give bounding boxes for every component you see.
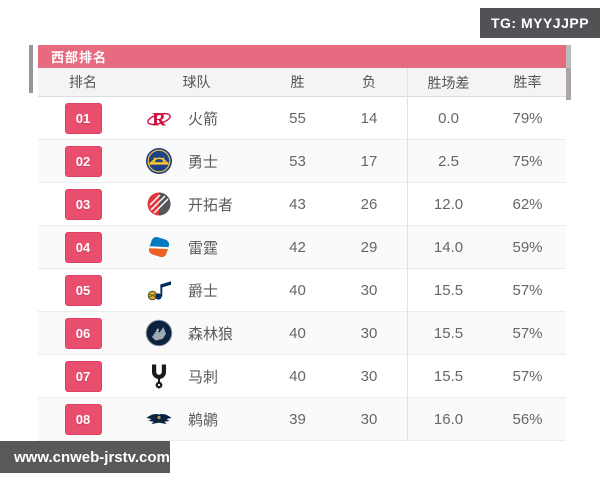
svg-text:R: R (152, 110, 166, 131)
games-behind-value: 15.5 (407, 312, 489, 355)
header-rank: 排名 (69, 74, 97, 90)
warriors-logo-icon (144, 146, 174, 176)
table-row: 01 R 火箭 55 14 0.0 79% (38, 97, 566, 140)
team-name: 雷霆 (188, 239, 219, 257)
games-behind-value: 14.0 (407, 226, 489, 269)
table-row: 06 森林狼 40 30 15.5 57% (38, 312, 566, 355)
watermark: www.cnweb-jrstv.com (0, 441, 170, 473)
losses-value: 17 (360, 152, 378, 170)
games-behind-value: 12.0 (407, 183, 489, 226)
header-games-behind: 胜场差 (407, 68, 489, 97)
games-behind-value: 15.5 (407, 269, 489, 312)
tg-badge: TG: MYYJJPP (480, 8, 600, 38)
panel-title: 西部排名 (51, 50, 108, 65)
table-row: 03 开拓者 43 26 12.0 62% (38, 183, 566, 226)
games-behind-value: 0.0 (407, 97, 489, 140)
panel-header: 西部排名 (38, 45, 566, 68)
win-pct-value: 79% (512, 109, 543, 127)
rockets-logo-icon: R (144, 103, 174, 133)
trailblazers-logo-icon (144, 189, 174, 219)
rank-badge: 02 (64, 145, 102, 177)
scrollbar-thumb[interactable] (566, 68, 571, 100)
win-pct-value: 75% (512, 152, 543, 170)
rank-badge: 04 (64, 231, 102, 263)
jazz-logo-icon (144, 275, 174, 305)
table-row: 02 勇士 53 17 2.5 75% (38, 140, 566, 183)
win-pct-value: 57% (512, 324, 543, 342)
header-losses: 负 (362, 74, 376, 90)
header-team: 球队 (182, 74, 211, 90)
tg-badge-label: TG: MYYJJPP (490, 15, 590, 31)
table-header-row: 排名 球队 胜 负 胜场差 胜率 (38, 68, 566, 97)
losses-value: 26 (360, 195, 378, 213)
losses-value: 30 (360, 281, 378, 299)
table-row: 08 鹈鹕 39 30 16.0 56% (38, 398, 566, 441)
team-name: 火箭 (188, 110, 219, 128)
team-name: 鹈鹕 (188, 411, 219, 429)
win-pct-value: 59% (512, 238, 543, 256)
wins-value: 43 (289, 195, 306, 213)
rank-badge: 07 (64, 360, 102, 392)
table-row: 07 马刺 40 30 15.5 57% (38, 355, 566, 398)
games-behind-value: 2.5 (407, 140, 489, 183)
team-name: 爵士 (188, 282, 219, 300)
pelicans-logo-icon (144, 404, 174, 434)
thunder-logo-icon (144, 232, 174, 262)
games-behind-value: 15.5 (407, 355, 489, 398)
header-win-pct: 胜率 (513, 74, 542, 90)
wins-value: 40 (289, 367, 306, 385)
losses-value: 30 (360, 324, 378, 342)
wins-value: 55 (289, 109, 306, 127)
wins-value: 39 (289, 410, 306, 428)
losses-value: 29 (360, 238, 378, 256)
scrollbar-track[interactable] (566, 45, 571, 68)
wins-value: 42 (289, 238, 306, 256)
rank-badge: 01 (64, 102, 102, 134)
header-wins: 胜 (290, 74, 305, 90)
win-pct-value: 57% (512, 367, 543, 385)
table-row: 05 爵士 40 30 15.5 57% (38, 269, 566, 312)
team-name: 马刺 (188, 368, 219, 386)
rank-badge: 03 (64, 188, 102, 220)
win-pct-value: 62% (512, 195, 543, 213)
losses-value: 30 (360, 367, 378, 385)
rank-badge: 06 (64, 317, 102, 349)
standings-panel: 西部排名 排名 球队 胜 负 胜场差 胜率 01 R 火箭 55 14 0.0 (38, 45, 566, 441)
win-pct-value: 57% (512, 281, 543, 299)
team-name: 勇士 (188, 153, 219, 171)
win-pct-value: 56% (512, 410, 543, 428)
table-row: 04 雷霆 42 29 14.0 59% (38, 226, 566, 269)
wins-value: 40 (289, 324, 306, 342)
team-name: 开拓者 (188, 196, 234, 214)
rank-badge: 05 (64, 274, 102, 306)
spurs-logo-icon (144, 361, 174, 391)
team-name: 森林狼 (188, 325, 234, 343)
timberwolves-logo-icon (144, 318, 174, 348)
rank-badge: 08 (64, 403, 102, 435)
watermark-label: www.cnweb-jrstv.com (14, 448, 170, 466)
wins-value: 40 (289, 281, 306, 299)
losses-value: 14 (360, 109, 378, 127)
left-border-fragment (29, 45, 33, 93)
losses-value: 30 (360, 410, 378, 428)
wins-value: 53 (289, 152, 306, 170)
games-behind-value: 16.0 (407, 398, 489, 441)
table-body: 01 R 火箭 55 14 0.0 79% 02 勇士 (38, 97, 566, 441)
